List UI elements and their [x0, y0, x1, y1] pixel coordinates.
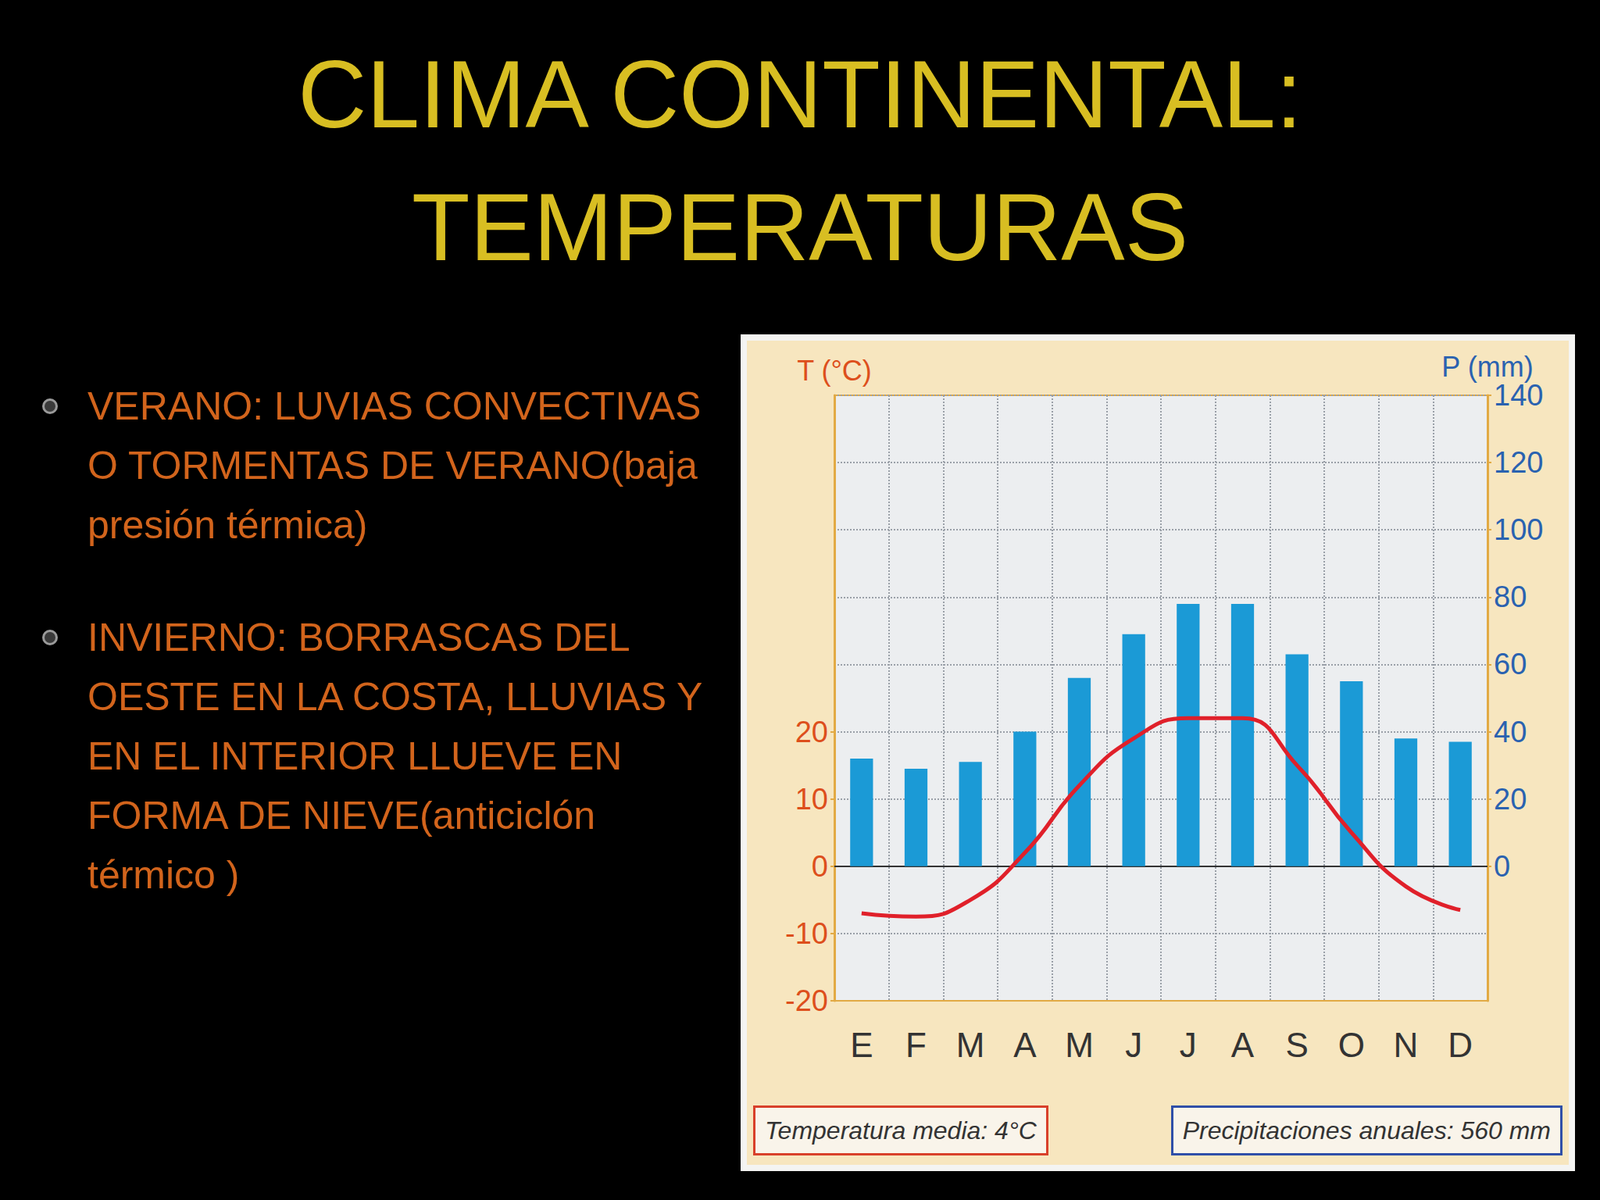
- svg-text:E: E: [850, 1025, 873, 1065]
- svg-text:F: F: [905, 1025, 927, 1065]
- svg-text:0: 0: [1493, 850, 1511, 883]
- svg-text:120: 120: [1493, 446, 1543, 479]
- svg-text:-20: -20: [785, 984, 829, 1018]
- svg-text:J: J: [1125, 1025, 1143, 1065]
- svg-text:40: 40: [1493, 715, 1527, 749]
- svg-text:P (mm): P (mm): [1441, 350, 1533, 383]
- svg-text:A: A: [1013, 1025, 1037, 1065]
- svg-text:100: 100: [1493, 513, 1543, 547]
- html-text:VERANO: LUVIAS CONVECTIVAS O T: VERANO: LUVIAS CONVECTIVAS O TORMENTAS D…: [87, 384, 702, 547]
- svg-text:M: M: [956, 1025, 986, 1065]
- html-text:Precipitaciones anuales: 560 m: Precipitaciones anuales: 560 mm: [1182, 1116, 1551, 1145]
- svg-text:20: 20: [795, 715, 829, 749]
- svg-text:N: N: [1393, 1025, 1419, 1065]
- svg-text:T (°C): T (°C): [796, 354, 872, 387]
- svg-text:10: 10: [795, 782, 829, 816]
- html-text:CLIMA CONTINENTAL:: CLIMA CONTINENTAL:: [297, 41, 1303, 148]
- svg-text:0: 0: [811, 850, 829, 883]
- svg-text:20: 20: [1493, 782, 1527, 816]
- html-text:TEMPERATURAS: TEMPERATURAS: [411, 174, 1189, 281]
- svg-text:80: 80: [1493, 580, 1527, 614]
- svg-text:D: D: [1447, 1025, 1473, 1065]
- svg-text:S: S: [1285, 1025, 1308, 1065]
- svg-text:60: 60: [1493, 647, 1527, 681]
- svg-text:O: O: [1338, 1025, 1365, 1065]
- svg-text:J: J: [1179, 1025, 1197, 1065]
- svg-text:140: 140: [1493, 378, 1543, 412]
- svg-text:A: A: [1231, 1025, 1255, 1065]
- svg-text:M: M: [1064, 1025, 1094, 1065]
- svg-text:-10: -10: [785, 917, 829, 950]
- html-text:INVIERNO: BORRASCAS DEL OESTE: INVIERNO: BORRASCAS DEL OESTE EN LA COST…: [87, 615, 702, 897]
- html-text:Temperatura media: 4°C: Temperatura media: 4°C: [764, 1116, 1037, 1145]
